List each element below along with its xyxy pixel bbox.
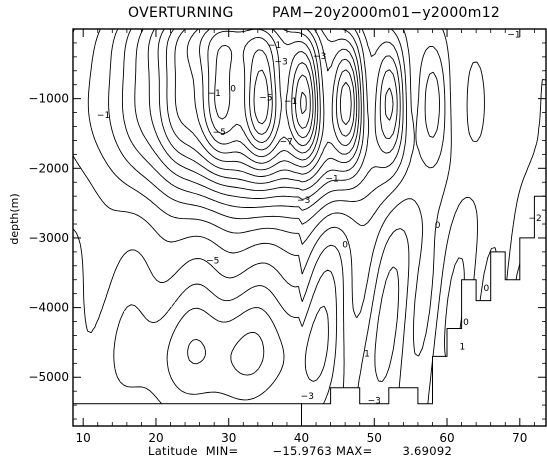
- x-tick-label: 10: [76, 431, 91, 445]
- x-tick-label: 50: [367, 431, 382, 445]
- y-tick-label: −1000: [28, 92, 69, 106]
- x-tick-label: 20: [148, 431, 163, 445]
- contour-negative: [87, 29, 446, 245]
- bottom-topography: [300, 195, 546, 426]
- stats-line: Latitude MIN= −15.9763 MAX= 3.69092: [148, 444, 452, 458]
- contour-label: −3: [313, 52, 326, 62]
- contour-label: −1: [325, 175, 338, 185]
- contour-negative: [214, 36, 314, 144]
- contour-negative: [121, 29, 404, 211]
- contour-label: 0: [342, 241, 348, 251]
- contour-negative: [199, 29, 352, 158]
- x-tick-label: 40: [294, 431, 309, 445]
- contour-label: −7: [280, 138, 293, 148]
- contour-label: −1: [208, 89, 221, 99]
- chart-title-right: PAM−20y2000m01−y2000m12: [272, 5, 501, 21]
- bottom-floor: [73, 403, 302, 426]
- y-axis: −1000−2000−3000−4000−5000: [28, 42, 546, 420]
- contour-label: 0: [463, 318, 469, 328]
- max-value: 3.69092: [402, 444, 453, 458]
- contour-negative: [186, 29, 355, 164]
- y-tick-label: −4000: [28, 301, 69, 315]
- contour-negative: [174, 29, 358, 171]
- y-tick-label: −2000: [28, 161, 69, 175]
- chart-title-left: OVERTURNING: [128, 5, 234, 21]
- contour-label: −2: [528, 214, 541, 224]
- contour-label: 0: [483, 284, 489, 294]
- x-tick-label: 70: [512, 431, 527, 445]
- plot-frame: [72, 28, 547, 427]
- max-label: MAX=: [336, 444, 373, 458]
- contour-negative: [249, 49, 311, 135]
- contour-label: −5: [259, 94, 272, 104]
- contour-negative: [165, 29, 360, 177]
- contour-label: −5: [213, 128, 226, 138]
- contour-label: 1: [459, 342, 465, 352]
- contour-label: 1: [364, 349, 370, 359]
- x-tick-label: 60: [439, 431, 454, 445]
- contour-label: −1: [268, 41, 281, 51]
- y-tick-label: −3000: [28, 231, 69, 245]
- contour-label: −3: [368, 397, 381, 407]
- contour-negative: [147, 29, 398, 192]
- y-axis-label: depth(m): [7, 193, 21, 245]
- contour-negative: [108, 29, 440, 225]
- contour-negative: [207, 29, 316, 151]
- contour-positive: [187, 331, 265, 376]
- contour-negative: [253, 69, 307, 125]
- contour-label: −3: [274, 58, 287, 68]
- min-value: −15.9763: [272, 444, 333, 458]
- x-axis: 10 20 30 40 50 60 70: [76, 29, 535, 445]
- y-tick-label: −5000: [28, 370, 69, 384]
- contour-label: −5: [206, 257, 219, 267]
- x-axis-label: Latitude: [148, 444, 198, 458]
- contour-label: −1: [284, 97, 297, 107]
- contour-label-group: −1 −1 −1 −1 −1 −3 −3 −5 −5 −7 −3 −1 −5 0 0 0 0 0 1 1 −3 −3 −2: [97, 30, 542, 406]
- contour-lines: [73, 29, 546, 426]
- min-label: MIN=: [205, 444, 239, 458]
- x-tick-label: 30: [221, 431, 236, 445]
- contour-label: −3: [301, 392, 314, 402]
- contour-label: −1: [97, 111, 110, 121]
- contour-label: −3: [297, 196, 310, 206]
- contour-label: 0: [230, 85, 236, 95]
- contour-positive: [166, 305, 329, 401]
- contour-label: 0: [435, 221, 441, 231]
- contour-label: −1: [507, 30, 520, 40]
- contour-negative: [157, 29, 394, 184]
